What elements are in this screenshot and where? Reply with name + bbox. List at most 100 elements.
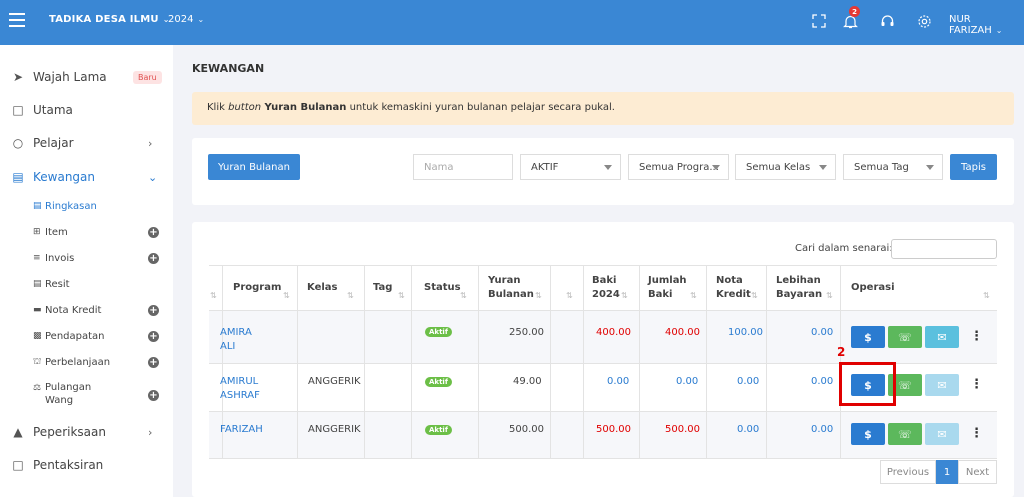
sidebar-item-utama[interactable]: □ Utama (0, 98, 173, 122)
sort-icon[interactable]: ⇅ (398, 291, 405, 300)
alert-bold: Yuran Bulanan (261, 102, 347, 113)
pagination-next[interactable]: Next (958, 460, 997, 484)
pay-button[interactable]: $ (851, 423, 885, 445)
column-header-status[interactable]: Status (424, 265, 461, 310)
kelas-value: ANGGERIK (308, 424, 361, 435)
sort-icon[interactable]: ⇅ (283, 291, 290, 300)
sort-icon[interactable]: ⇅ (983, 291, 990, 300)
add-expense-icon[interactable]: + (148, 356, 159, 368)
sort-icon[interactable]: ⇅ (535, 291, 542, 300)
header-label: Status (424, 281, 461, 293)
kelas-select[interactable]: Semua Kelas (735, 154, 836, 180)
sidebar-item-pentaksiran[interactable]: □ Pentaksiran (0, 453, 173, 477)
email-button[interactable]: ✉ (925, 423, 959, 445)
lebihan-value: 0.00 (811, 376, 834, 387)
sort-icon[interactable]: ⇅ (751, 291, 758, 300)
fullscreen-icon[interactable] (809, 11, 829, 31)
sort-icon[interactable]: ⇅ (460, 291, 467, 300)
student-name: AMIRA (220, 327, 252, 338)
subitem-ringkasan[interactable]: ▤ Ringkasan (0, 196, 173, 216)
column-header-yuran-bulanan[interactable]: Yuran Bulanan (488, 265, 534, 310)
pay-button[interactable]: $ (851, 326, 885, 348)
tag-select[interactable]: Semua Tag (843, 154, 943, 180)
tapis-button[interactable]: Tapis (950, 154, 997, 180)
sort-icon[interactable]: ⇅ (347, 291, 354, 300)
column-header-baki-2024[interactable]: Baki 2024 (592, 265, 620, 310)
headset-icon[interactable] (877, 11, 897, 31)
add-refund-icon[interactable]: + (148, 389, 159, 401)
envelope-icon: ✉ (937, 378, 947, 392)
subitem-item[interactable]: ⊞ Item + (0, 222, 173, 242)
table-border (209, 411, 997, 412)
student-name-link[interactable]: AMIRUL ASHRAF (220, 375, 260, 403)
student-name-link[interactable]: FARIZAH (220, 424, 263, 435)
subitem-invois[interactable]: ≡ Invois + (0, 248, 173, 268)
subitem-label: Resit (45, 278, 70, 290)
subitem-perbelanjaan[interactable]: ⛫ Perbelanjaan + (0, 352, 173, 372)
user-menu[interactable]: NUR FARIZAH ⌄ (949, 14, 1024, 36)
hamburger-menu-icon[interactable] (9, 13, 25, 27)
sidebar-item-label: Utama (33, 103, 73, 117)
more-options-icon[interactable]: ⋮ (970, 377, 983, 392)
name-search-input[interactable]: Nama (413, 154, 513, 180)
alert-text: untuk kemaskini yuran bulanan pelajar se… (346, 102, 615, 113)
add-credit-note-icon[interactable]: + (148, 304, 159, 316)
header-label: Lebihan (776, 274, 821, 286)
page-title: KEWANGAN (192, 62, 265, 75)
pagination-previous[interactable]: Previous (880, 460, 936, 484)
column-header-program[interactable]: Program (233, 265, 281, 310)
add-item-icon[interactable]: + (148, 226, 159, 238)
subitem-pendapatan[interactable]: ▩ Pendapatan + (0, 326, 173, 346)
header-label: Nota (716, 274, 743, 286)
sort-icon[interactable]: ⇅ (690, 291, 697, 300)
school-selector[interactable]: TADIKA DESA ILMU ⌄ (49, 14, 170, 25)
whatsapp-button[interactable]: ☏ (888, 423, 922, 445)
caret-down-icon (819, 165, 827, 170)
column-header-jumlah-baki[interactable]: Jumlah Baki (648, 265, 687, 310)
header-label: Bulanan (488, 288, 534, 300)
pagination-page-1[interactable]: 1 (936, 460, 958, 484)
sort-icon[interactable]: ⇅ (210, 291, 217, 300)
pay-button[interactable]: $ (851, 374, 885, 396)
status-select[interactable]: AKTIF (520, 154, 621, 180)
chevron-down-icon: ⌄ (995, 26, 1003, 35)
envelope-icon: ✉ (937, 427, 947, 441)
student-name: ASHRAF (220, 390, 260, 401)
sidebar-item-pelajar[interactable]: ○ Pelajar › (0, 131, 173, 155)
column-header-kelas[interactable]: Kelas (307, 265, 337, 310)
column-header-lebihan-bayaran[interactable]: Lebihan Bayaran (776, 265, 822, 310)
annotation-highlight-box (839, 362, 896, 406)
more-options-icon[interactable]: ⋮ (970, 426, 983, 441)
year-selector[interactable]: 2024 ⌄ (168, 14, 204, 25)
column-header-tag[interactable]: Tag (373, 265, 392, 310)
chevron-right-icon: › (148, 136, 153, 150)
student-name-link[interactable]: AMIRA ALI (220, 326, 252, 354)
table-border (583, 265, 584, 458)
sort-icon[interactable]: ⇅ (566, 291, 573, 300)
bank-icon: ▤ (33, 201, 42, 211)
header-label: Jumlah (648, 274, 687, 286)
email-button[interactable]: ✉ (925, 374, 959, 396)
add-income-icon[interactable]: + (148, 330, 159, 342)
sidebar-item-peperiksaan[interactable]: ▲ Peperiksaan › (0, 420, 173, 444)
subitem-resit[interactable]: ▤ Resit (0, 274, 173, 294)
tag-select-value: Semua Tag (854, 161, 909, 173)
email-button[interactable]: ✉ (925, 326, 959, 348)
column-header-nota-kredit[interactable]: Nota Kredit (716, 265, 751, 310)
sort-icon[interactable]: ⇅ (826, 291, 833, 300)
subitem-pulangan-wang[interactable]: ⚖ Pulangan Wang + (0, 380, 173, 410)
whatsapp-button[interactable]: ☏ (888, 374, 922, 396)
sidebar-item-kewangan[interactable]: ▤ Kewangan ⌄ (0, 165, 173, 189)
program-select[interactable]: Semua Progra... (628, 154, 729, 180)
table-border (209, 265, 997, 266)
sort-icon[interactable]: ⇅ (621, 291, 628, 300)
yuran-bulanan-button[interactable]: Yuran Bulanan (208, 154, 300, 180)
more-options-icon[interactable]: ⋮ (970, 329, 983, 344)
subitem-nota-kredit[interactable]: ▬ Nota Kredit + (0, 300, 173, 320)
table-search-input[interactable] (891, 239, 997, 259)
sidebar-item-wajah-lama[interactable]: ➤ Wajah Lama Baru (0, 65, 173, 89)
whatsapp-button[interactable]: ☏ (888, 326, 922, 348)
add-invoice-icon[interactable]: + (148, 252, 159, 264)
column-header-operasi[interactable]: Operasi (851, 265, 895, 310)
gear-icon[interactable] (914, 11, 934, 31)
